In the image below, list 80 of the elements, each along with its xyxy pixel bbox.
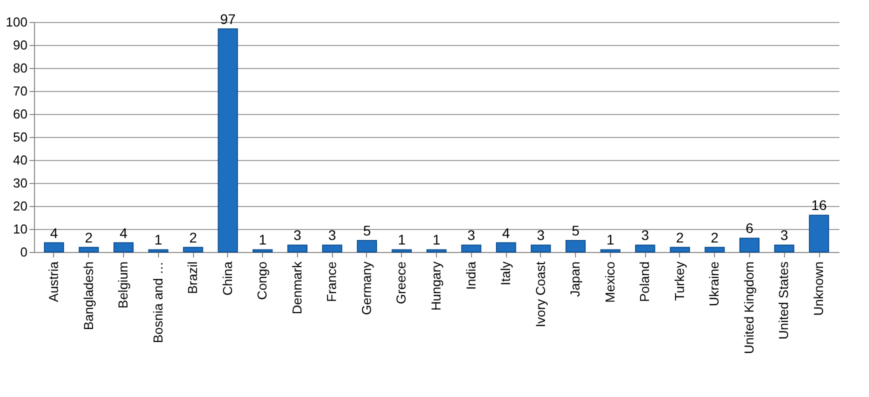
x-tick-label: Denmark — [289, 261, 304, 314]
data-label: 3 — [780, 227, 788, 244]
bar — [670, 246, 690, 252]
y-tick-label: 70 — [13, 84, 28, 98]
bar — [461, 244, 482, 252]
data-label: 1 — [258, 232, 267, 248]
bar — [600, 249, 620, 252]
data-label: 16 — [811, 197, 827, 214]
x-tick-label: Congo — [254, 262, 270, 300]
x-tick-label: Japan — [568, 262, 583, 297]
bar — [287, 244, 308, 252]
data-label: 4 — [50, 224, 58, 241]
y-tick-label: 80 — [13, 60, 28, 76]
bar — [44, 242, 64, 252]
bar — [252, 249, 273, 252]
y-tick-label: 30 — [13, 176, 28, 190]
bar — [218, 28, 238, 252]
bar — [496, 242, 516, 252]
bar — [704, 246, 725, 252]
data-label: 6 — [746, 220, 754, 236]
data-label: 2 — [84, 229, 93, 246]
data-label: 1 — [432, 232, 441, 248]
data-label: 3 — [294, 227, 302, 244]
x-tick-label: Bosnia and … — [150, 262, 166, 344]
bar — [635, 244, 656, 252]
x-tick-label: Poland — [637, 262, 652, 302]
x-tick-label: Austria — [46, 260, 61, 302]
y-tick-label: 0 — [20, 244, 28, 260]
x-tick-label: Hungary — [428, 261, 444, 311]
bar — [530, 244, 551, 252]
x-tick-label: Italy — [498, 261, 514, 286]
data-label: 3 — [328, 227, 336, 244]
x-tick-label: United States — [776, 261, 792, 340]
y-tick-label: 90 — [13, 38, 28, 52]
x-tick-label: Bangladesh — [80, 262, 96, 330]
data-label: 2 — [710, 229, 719, 246]
data-label: 1 — [398, 232, 406, 248]
x-tick-label: Ivory Coast — [532, 261, 548, 328]
x-tick-label: Belgium — [116, 262, 131, 308]
data-label: 5 — [572, 222, 580, 238]
bar — [183, 246, 204, 252]
x-tick-label: Brazil — [185, 261, 200, 294]
bar — [113, 242, 134, 252]
x-tick-label: Ukraine — [706, 262, 722, 306]
x-tick-label: Unknown — [811, 262, 826, 316]
x-tick-label: Germany — [358, 261, 374, 315]
bar — [78, 246, 99, 252]
bar — [356, 240, 378, 252]
y-tick-label: 100 — [6, 14, 28, 30]
data-label: 3 — [536, 227, 545, 244]
bar — [774, 244, 794, 252]
data-label: 5 — [363, 222, 372, 238]
x-tick-label: India — [463, 260, 478, 290]
x-tick-label: Turkey — [672, 261, 687, 301]
data-label: 4 — [120, 224, 128, 241]
bar — [808, 214, 830, 252]
x-tick-label: China — [220, 260, 235, 296]
data-label: 1 — [154, 232, 162, 248]
bar — [392, 249, 412, 252]
x-tick-label: Mexico — [602, 262, 618, 303]
y-tick-label: 10 — [13, 222, 28, 236]
data-label: 2 — [676, 229, 684, 246]
data-label: 97 — [220, 10, 236, 27]
x-tick-label: Greece — [394, 262, 409, 304]
x-tick-label: United Kingdom — [741, 262, 756, 354]
bar — [566, 240, 586, 252]
y-tick-label: 40 — [13, 152, 28, 168]
y-tick-label: 50 — [13, 130, 28, 144]
data-label: 3 — [467, 227, 476, 244]
data-label: 1 — [606, 232, 614, 248]
bar — [739, 238, 760, 252]
y-tick-label: 60 — [13, 106, 28, 122]
data-label: 2 — [189, 229, 198, 246]
data-label: 3 — [641, 227, 650, 244]
data-label: 4 — [502, 224, 510, 241]
bar — [322, 244, 342, 252]
bar — [426, 249, 447, 252]
x-tick-label: France — [324, 262, 340, 302]
bar — [148, 249, 168, 252]
y-tick-label: 20 — [13, 198, 28, 214]
